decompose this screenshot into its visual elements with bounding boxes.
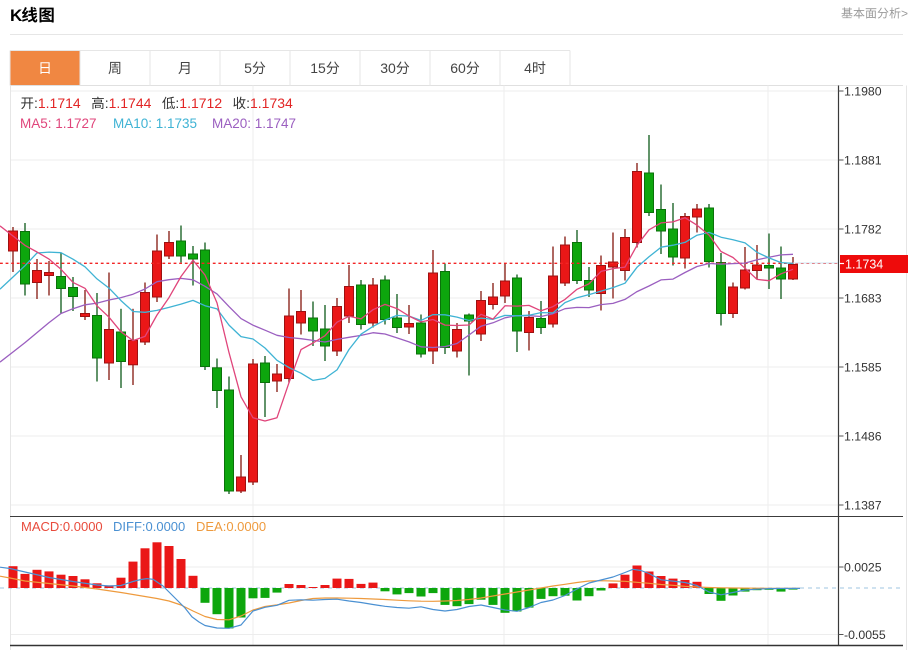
svg-text:1.1486: 1.1486 (844, 430, 882, 444)
svg-text:K: K (10, 6, 23, 25)
svg-text:MA5: 1.1727: MA5: 1.1727 (20, 116, 97, 131)
svg-text:1.1585: 1.1585 (844, 361, 882, 375)
svg-text:1.1387: 1.1387 (844, 499, 882, 513)
svg-text:0.0025: 0.0025 (844, 561, 882, 575)
svg-text:DIFF:0.0000: DIFF:0.0000 (113, 519, 185, 534)
svg-text::: : (246, 95, 250, 111)
svg-text:>: > (901, 7, 908, 21)
svg-text:1.1712: 1.1712 (179, 95, 222, 111)
svg-text:1.1734: 1.1734 (250, 95, 293, 111)
svg-text:MACD:0.0000: MACD:0.0000 (21, 519, 103, 534)
svg-text:1.1714: 1.1714 (38, 95, 81, 111)
svg-text:1.1881: 1.1881 (844, 154, 882, 168)
svg-text:4: 4 (524, 60, 532, 76)
svg-text:-0.0055: -0.0055 (844, 628, 886, 642)
svg-text:1.1744: 1.1744 (109, 95, 152, 111)
svg-text:MA20: 1.1747: MA20: 1.1747 (212, 116, 296, 131)
svg-text:60: 60 (450, 60, 466, 76)
svg-text::: : (175, 95, 179, 111)
svg-text:DEA:0.0000: DEA:0.0000 (196, 519, 266, 534)
svg-text::: : (34, 95, 38, 111)
svg-text:MA10: 1.1735: MA10: 1.1735 (113, 116, 197, 131)
svg-text:1.1980: 1.1980 (844, 85, 882, 99)
svg-text:1.1683: 1.1683 (844, 292, 882, 306)
svg-text:30: 30 (380, 60, 396, 76)
svg-text:1.1734: 1.1734 (845, 258, 883, 272)
svg-text:5: 5 (244, 60, 252, 76)
svg-text:15: 15 (310, 60, 326, 76)
svg-text:1.1782: 1.1782 (844, 223, 882, 237)
svg-text::: : (105, 95, 109, 111)
